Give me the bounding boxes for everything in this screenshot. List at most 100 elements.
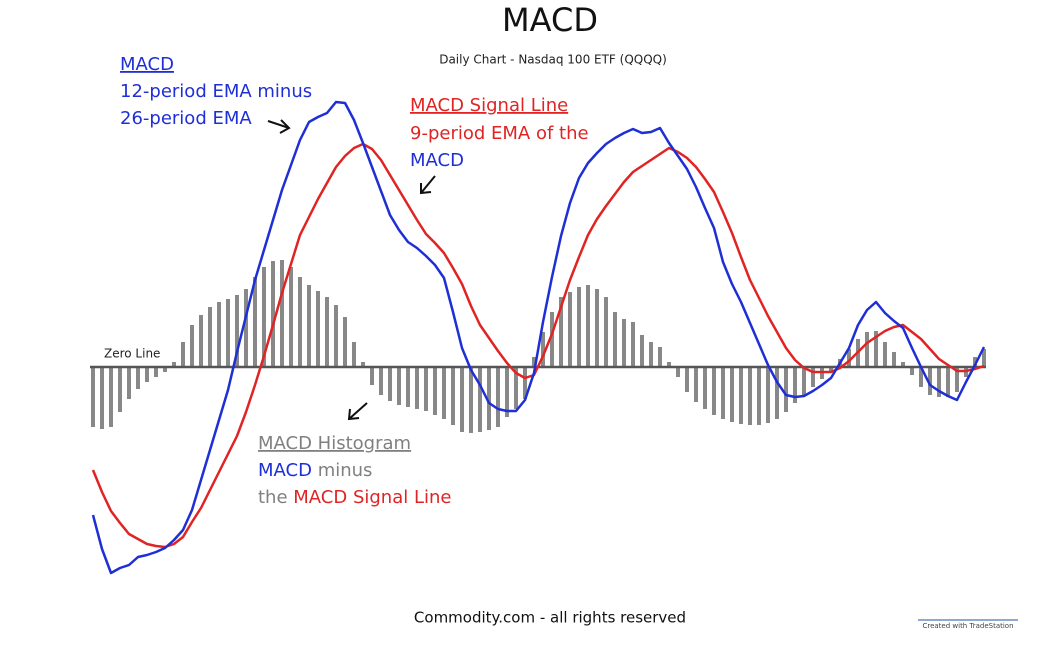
histogram-bar [460,367,464,432]
histogram-bar [937,367,941,397]
text-run: the [258,487,293,508]
signal-annotation: MACD [410,150,464,171]
histogram-bar [577,287,581,367]
histogram-bar [559,297,563,367]
histogram-bar [505,367,509,417]
histogram-bar [730,367,734,422]
arrow [420,175,436,195]
histogram-bar [811,367,815,387]
histogram-bar [145,367,149,382]
histogram-bar [901,362,905,367]
histogram-bar [415,367,419,409]
histogram-bar [523,367,527,399]
histogram-bar [442,367,446,419]
histogram-bar [100,367,104,429]
histogram-bar [631,322,635,367]
histogram-bar [658,347,662,367]
histogram-bar [208,307,212,367]
histogram-bar [829,367,833,372]
histogram-bar [910,367,914,375]
histogram-bar [532,357,536,367]
histogram-bar [757,367,761,425]
histogram-bar [118,367,122,412]
histogram-bar [487,367,491,430]
histogram-bar [919,367,923,387]
histogram-bar [469,367,473,433]
signal-annotation-title: MACD Signal Line [410,95,568,116]
histogram-bar [955,367,959,392]
plot-area: Zero Line [90,100,986,575]
histogram-bar [766,367,770,423]
arrow [267,119,291,134]
histogram-bar [199,315,203,367]
text-run: MACD [258,460,312,481]
histogram-bar [802,367,806,395]
histogram-bar [793,367,797,403]
histogram-bar [622,319,626,367]
histogram-bar [496,367,500,427]
histogram-bar [235,295,239,367]
histogram-bar [109,367,113,427]
histogram-bar [973,357,977,367]
histogram-bar [343,317,347,367]
histogram-bar [721,367,725,419]
chart-subtitle: Daily Chart - Nasdaq 100 ETF (QQQQ) [439,53,667,67]
histogram-annotation: the MACD Signal Line [258,487,451,508]
footer: Commodity.com - all rights reserved [414,609,686,627]
histogram-bar [712,367,716,415]
zero-line-label: Zero Line [104,347,160,361]
line-series [91,100,986,575]
histogram-bar [379,367,383,395]
histogram-bar [226,299,230,367]
histogram-bar [982,349,986,367]
histogram-annotation-title: MACD Histogram [258,433,411,454]
histogram-bar [298,277,302,367]
histogram-bar [703,367,707,409]
histogram-bar [253,277,257,367]
histogram-bar [352,342,356,367]
histogram-bar [136,367,140,389]
histogram-bar [127,367,131,399]
histogram-bar [550,312,554,367]
histogram-bar [604,297,608,367]
histogram-bar [613,312,617,367]
histogram-bar [784,367,788,412]
histogram-bar [640,335,644,367]
histogram-bar [865,332,869,367]
histogram-bar [649,342,653,367]
histogram-bar [595,289,599,367]
histogram-bar [541,332,545,367]
macd-annotation-title: MACD [120,54,174,75]
histogram-bar [370,367,374,385]
macd-annotation: 26-period EMA [120,108,252,129]
histogram-bar [874,331,878,367]
histogram-bar [334,305,338,367]
histogram-bar [739,367,743,424]
histogram-bar [91,367,95,427]
histogram-bar [181,342,185,367]
histogram-bar [946,367,950,397]
histogram-bar [262,267,266,367]
histogram-bar [163,367,167,372]
histogram-bar [586,285,590,367]
histogram-bar [676,367,680,377]
arrow [347,402,368,421]
histogram-bar [244,289,248,367]
histogram-bar [892,352,896,367]
histogram-bar [694,367,698,402]
histogram-bar [514,367,518,409]
text-run: MACD Signal Line [293,487,451,508]
histogram-bar [568,292,572,367]
watermark: Created with TradeStation [922,622,1013,630]
histogram-bar [172,362,176,367]
histogram-bar [775,367,779,419]
histogram-bar [307,285,311,367]
macd-annotation: 12-period EMA minus [120,81,312,102]
histogram-bar [154,367,158,377]
histogram-bar [289,267,293,367]
histogram-bar [406,367,410,407]
histogram-bar [325,297,329,367]
histogram-bar [316,291,320,367]
histogram-bar [433,367,437,415]
